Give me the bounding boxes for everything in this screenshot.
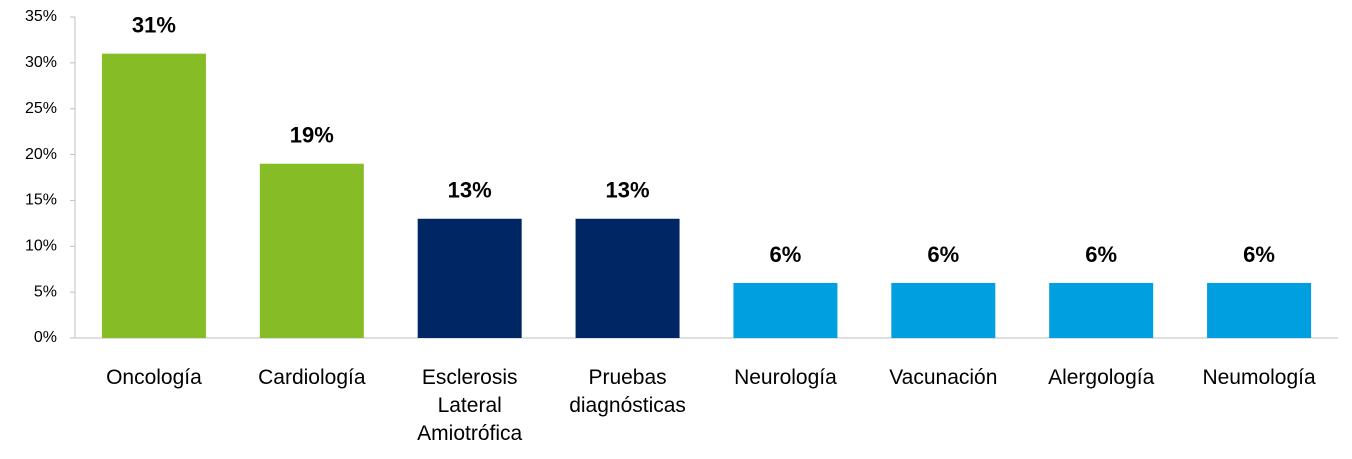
bar (417, 218, 522, 338)
value-label: 6% (927, 242, 959, 267)
x-tick-label: Esclerosis Lateral Amiotrófica (417, 366, 523, 445)
y-tick-label: 15% (25, 192, 57, 209)
value-label: 6% (770, 242, 802, 267)
x-tick-label: Alergología (1048, 366, 1155, 389)
value-label: 6% (1243, 242, 1275, 267)
bar (1207, 282, 1312, 338)
bar (101, 53, 206, 338)
x-tick-label: Cardiología (258, 366, 366, 389)
bar (891, 282, 996, 338)
value-label: 13% (448, 178, 492, 203)
value-label: 13% (606, 178, 650, 203)
value-label: 6% (1085, 242, 1117, 267)
y-tick-label: 0% (34, 329, 57, 346)
y-tick-label: 30% (25, 54, 57, 71)
bar (259, 163, 364, 338)
x-tick-label: Neurología (734, 366, 837, 389)
y-tick-label: 35% (25, 8, 57, 25)
x-tick-label: Neumología (1202, 366, 1316, 389)
bar (733, 282, 838, 338)
bar (575, 218, 680, 338)
y-tick-label: 20% (25, 146, 57, 163)
y-tick-label: 25% (25, 100, 57, 117)
bar (1049, 282, 1154, 338)
x-tick-label: Pruebas diagnósticas (569, 366, 686, 417)
y-tick-label: 10% (25, 238, 57, 255)
x-tick-label: Oncología (106, 366, 202, 389)
x-tick-label: Vacunación (889, 366, 998, 389)
y-tick-label: 5% (34, 283, 57, 300)
value-label: 19% (290, 123, 334, 148)
value-label: 31% (132, 12, 176, 37)
